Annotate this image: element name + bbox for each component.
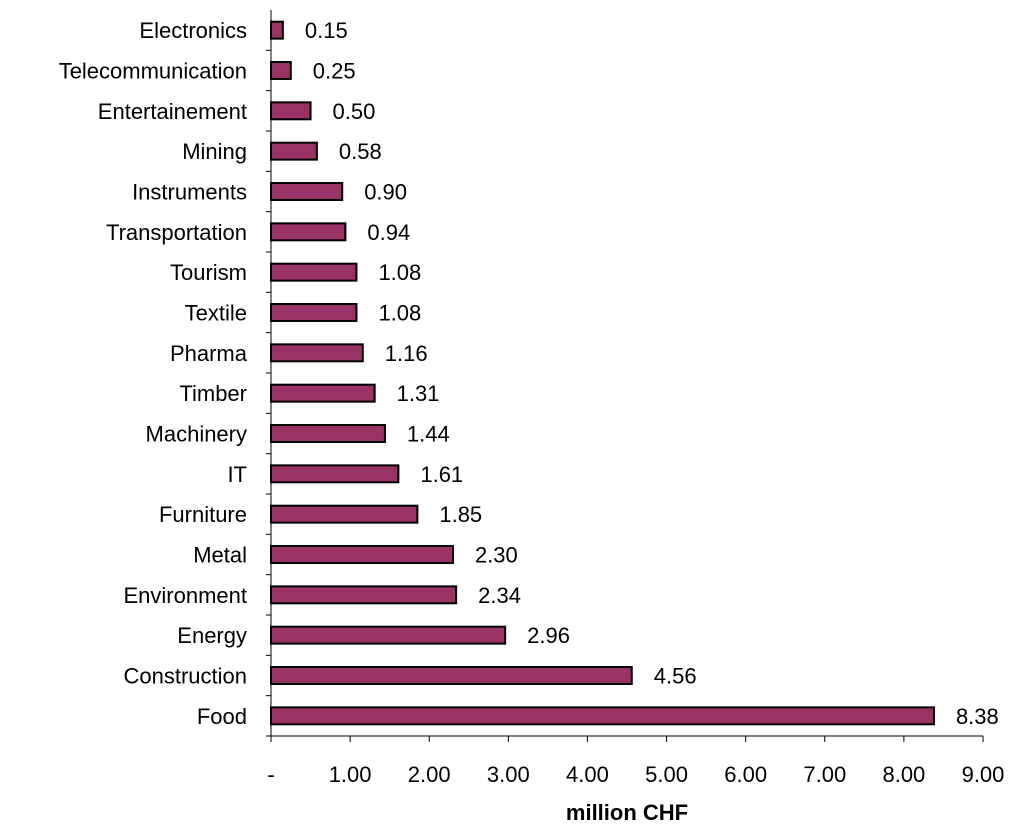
bar-machinery [270, 424, 386, 443]
x-tick-label: 2.00 [408, 762, 451, 787]
category-label: IT [227, 462, 247, 487]
value-label: 1.08 [378, 301, 421, 326]
bars-group [270, 20, 935, 726]
value-label: 1.85 [439, 502, 482, 527]
bar-food [270, 706, 935, 726]
value-label: 4.56 [654, 664, 697, 689]
value-label: 2.96 [527, 623, 570, 648]
category-label: Energy [177, 623, 247, 648]
category-label: Instruments [132, 180, 247, 205]
bar-construction [270, 666, 633, 685]
bar-entertainement [270, 101, 312, 121]
bar-tourism [270, 262, 358, 282]
value-label: 8.38 [956, 704, 999, 729]
value-label: 2.30 [475, 543, 518, 568]
category-label: Tourism [170, 260, 247, 285]
category-label: Electronics [139, 18, 247, 43]
category-label: Telecommunication [59, 59, 247, 84]
x-axis-ticks [266, 49, 984, 742]
category-label: Pharma [170, 341, 248, 366]
category-label: Mining [182, 139, 247, 164]
value-label: 1.31 [397, 381, 440, 406]
category-label: Metal [193, 543, 247, 568]
value-label: 0.58 [339, 139, 382, 164]
x-tick-label: 5.00 [645, 762, 688, 787]
bar-furniture [270, 504, 419, 524]
category-label: Machinery [146, 422, 247, 447]
x-tick-label: 7.00 [803, 762, 846, 787]
bar-it [270, 464, 400, 484]
x-tick-label: 9.00 [962, 762, 1005, 787]
category-label: Construction [123, 664, 247, 689]
bar-timber [270, 383, 376, 403]
value-label: 1.44 [407, 422, 450, 447]
bar-instruments [270, 182, 344, 201]
category-label: Transportation [106, 220, 247, 245]
value-label: 2.34 [478, 583, 521, 608]
value-label: 1.16 [385, 341, 428, 366]
bar-environment [270, 585, 458, 605]
bar-metal [270, 545, 454, 564]
value-label: 0.25 [313, 59, 356, 84]
x-tick-label: - [267, 762, 274, 787]
bar-pharma [270, 343, 364, 363]
value-label: 0.94 [367, 220, 410, 245]
bar-energy [270, 625, 507, 645]
category-label: Textile [185, 301, 247, 326]
category-label: Food [197, 704, 247, 729]
value-label: 0.50 [333, 99, 376, 124]
x-tick-label: 1.00 [329, 762, 372, 787]
x-axis-title: million CHF [566, 800, 688, 825]
value-label: 0.90 [364, 180, 407, 205]
category-label: Entertainement [98, 99, 247, 124]
x-tick-labels: - 1.00 2.00 3.00 4.00 5.00 6.00 7.00 8.00 9.00 [267, 762, 1004, 787]
x-tick-label: 8.00 [882, 762, 925, 787]
value-labels: 8.38 4.56 2.962.34 2.30 1.85 1.61 1.44 1.31 1.16… [305, 18, 999, 729]
category-label: Furniture [159, 502, 247, 527]
value-label: 1.61 [420, 462, 463, 487]
category-label: Timber [179, 381, 247, 406]
x-tick-label: 6.00 [724, 762, 767, 787]
value-label: 1.08 [378, 260, 421, 285]
bar-telecommunication [270, 61, 292, 80]
value-label: 0.15 [305, 18, 348, 43]
category-label: Environment [123, 583, 247, 608]
x-tick-label: 3.00 [487, 762, 530, 787]
bar-mining [270, 141, 318, 161]
bar-electronics [270, 20, 284, 40]
bar-textile [270, 303, 358, 322]
bar-transportation [270, 222, 347, 242]
x-tick-label: 4.00 [566, 762, 609, 787]
category-labels: Food Construction Energy Environment Metal Fu… [59, 18, 248, 729]
